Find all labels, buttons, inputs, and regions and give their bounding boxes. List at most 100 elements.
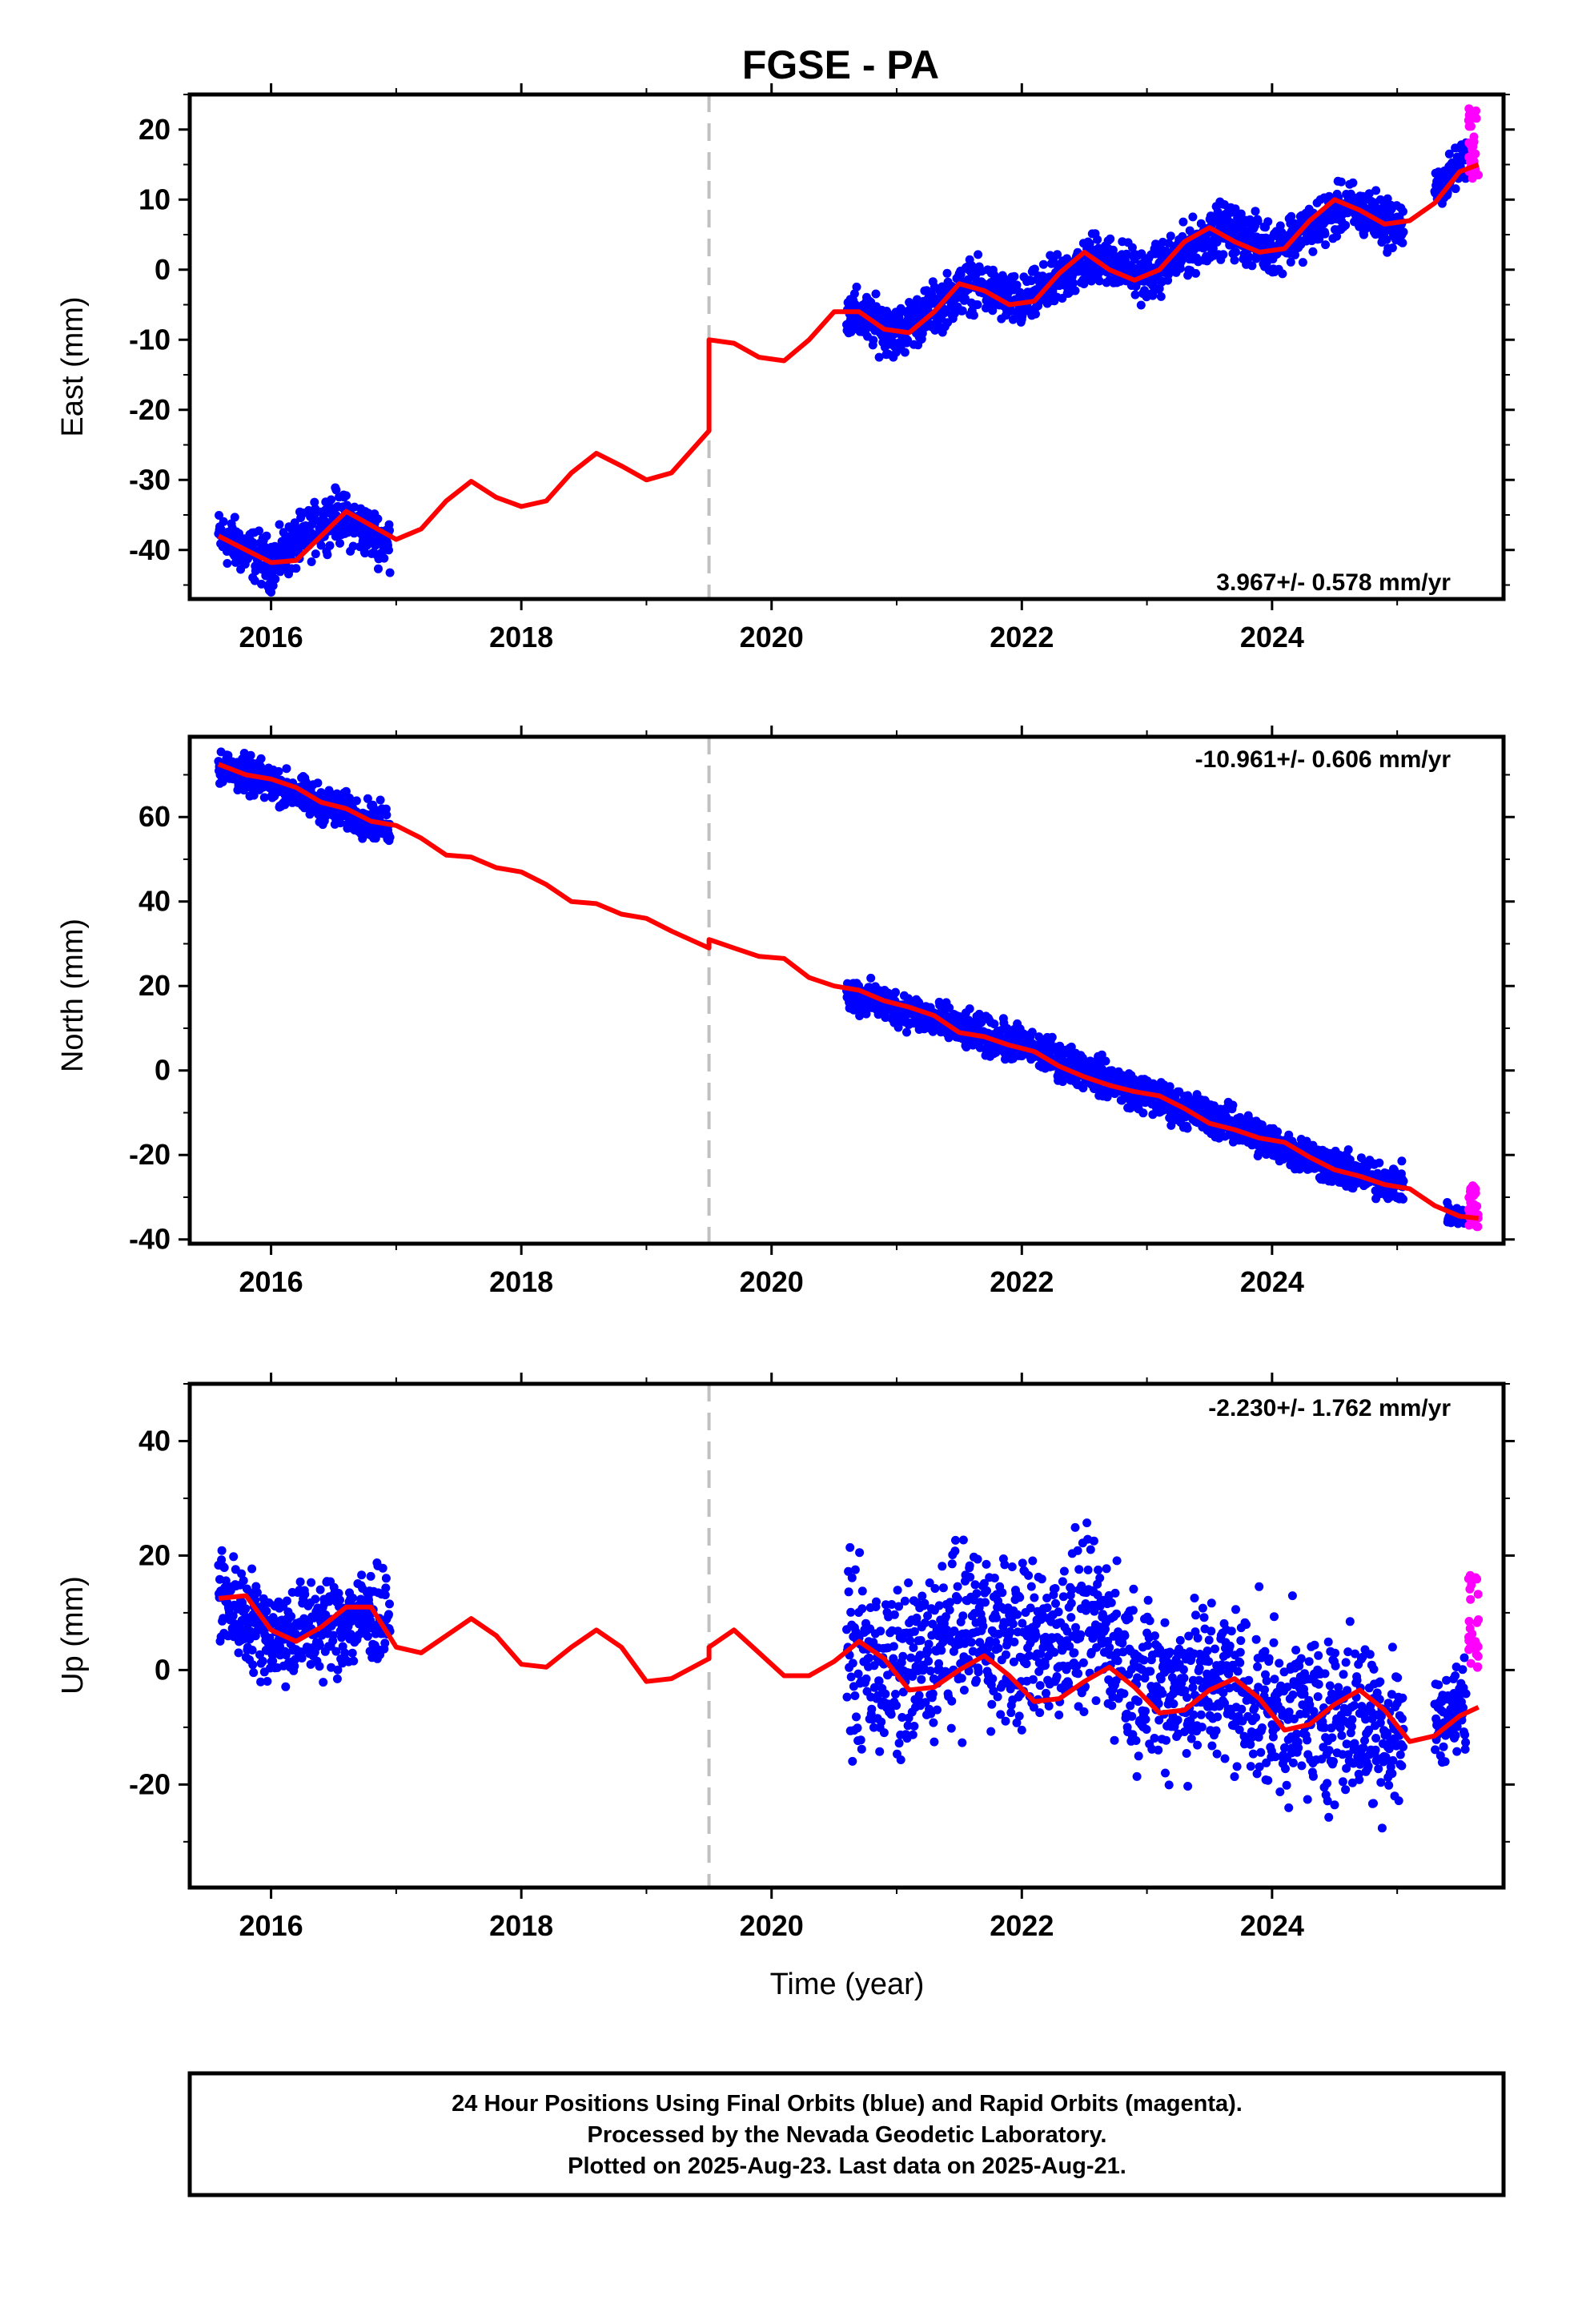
final-orbit-point bbox=[332, 1674, 342, 1683]
final-orbit-point bbox=[1112, 1609, 1122, 1618]
final-orbit-point bbox=[853, 1723, 862, 1733]
final-orbit-point bbox=[1074, 1669, 1083, 1679]
final-orbit-point bbox=[930, 1584, 940, 1593]
final-orbit-point bbox=[1000, 1560, 1010, 1570]
final-orbit-point bbox=[942, 268, 952, 278]
final-orbit-point bbox=[994, 1643, 1003, 1653]
final-orbit-point bbox=[274, 766, 283, 776]
final-orbit-point bbox=[1145, 1616, 1154, 1626]
final-orbit-point bbox=[1030, 1593, 1039, 1602]
final-orbit-point bbox=[247, 1646, 257, 1655]
final-orbit-point bbox=[1091, 1696, 1101, 1706]
final-orbit-point bbox=[249, 539, 259, 549]
final-orbit-point bbox=[323, 550, 332, 560]
final-orbit-point bbox=[234, 1648, 243, 1658]
y-tick-label: -40 bbox=[129, 533, 171, 566]
final-orbit-point bbox=[958, 1611, 968, 1621]
y-tick-label: 0 bbox=[155, 1054, 171, 1087]
final-orbit-point bbox=[1286, 257, 1295, 267]
final-orbit-point bbox=[871, 289, 881, 299]
final-orbit-point bbox=[223, 750, 233, 760]
final-orbit-point bbox=[1026, 1582, 1036, 1591]
rapid-orbit-point bbox=[1472, 1221, 1481, 1231]
final-orbit-point bbox=[319, 1678, 328, 1687]
final-orbit-point bbox=[1134, 1751, 1143, 1761]
final-orbit-point bbox=[1120, 1631, 1130, 1640]
final-orbit-point bbox=[1273, 1127, 1283, 1136]
velocity-label-north: -10.961+/- 0.606 mm/yr bbox=[1195, 746, 1452, 773]
final-orbit-point bbox=[1398, 238, 1407, 247]
final-orbit-point bbox=[300, 1590, 310, 1599]
final-orbit-point bbox=[847, 1573, 857, 1582]
final-orbit-point bbox=[1141, 1707, 1150, 1716]
rapid-orbit-point bbox=[1472, 114, 1481, 123]
final-orbit-point bbox=[239, 1576, 248, 1586]
final-orbit-point bbox=[966, 1572, 975, 1582]
final-orbit-point bbox=[255, 526, 263, 536]
final-orbit-point bbox=[866, 973, 876, 983]
final-orbit-point bbox=[1383, 194, 1392, 203]
final-orbit-point bbox=[929, 1718, 938, 1727]
final-orbit-point bbox=[1143, 1595, 1153, 1605]
final-orbit-point bbox=[970, 1580, 980, 1590]
final-orbit-point bbox=[1132, 1771, 1142, 1781]
final-orbit-point bbox=[867, 1704, 877, 1714]
velocity-label-east: 3.967+/- 0.578 mm/yr bbox=[1216, 569, 1451, 596]
final-orbit-point bbox=[229, 1552, 239, 1562]
final-orbit-point bbox=[1236, 209, 1246, 219]
final-orbit-point bbox=[993, 1692, 1002, 1702]
final-orbit-point bbox=[1068, 279, 1078, 288]
final-orbit-point bbox=[219, 1563, 229, 1572]
final-orbit-point bbox=[852, 1712, 861, 1722]
final-orbit-point bbox=[315, 1585, 325, 1594]
y-tick-label: -20 bbox=[129, 393, 171, 426]
final-orbit-point bbox=[849, 289, 859, 299]
final-orbit-point bbox=[385, 833, 395, 842]
final-orbit-point bbox=[937, 1646, 946, 1655]
final-orbit-point bbox=[1094, 276, 1104, 286]
final-orbit-point bbox=[1308, 247, 1318, 256]
y-axis-label-east: East (mm) bbox=[56, 296, 90, 436]
final-orbit-point bbox=[1343, 1145, 1353, 1155]
final-orbit-point bbox=[1143, 1641, 1153, 1651]
x-tick-label: 2016 bbox=[239, 1265, 303, 1298]
y-axis-label-up: Up (mm) bbox=[56, 1576, 90, 1695]
y-tick-label: -10 bbox=[129, 323, 171, 356]
final-orbit-point bbox=[988, 1674, 998, 1683]
final-orbit-point bbox=[256, 754, 266, 763]
final-orbit-point bbox=[1031, 1630, 1041, 1640]
final-orbit-point bbox=[1175, 263, 1185, 273]
final-orbit-point bbox=[219, 517, 228, 526]
final-orbit-point bbox=[1191, 268, 1200, 278]
final-orbit-point bbox=[965, 1561, 974, 1570]
final-orbit-point bbox=[380, 1638, 390, 1648]
final-orbit-point bbox=[1017, 1725, 1026, 1735]
final-orbit-point bbox=[1119, 1689, 1129, 1699]
chart-title: FGSE - PA bbox=[742, 42, 939, 87]
final-orbit-point bbox=[992, 1613, 1001, 1622]
final-orbit-point bbox=[281, 1682, 291, 1691]
final-orbit-point bbox=[341, 491, 351, 501]
final-orbit-point bbox=[946, 1723, 956, 1733]
final-orbit-point bbox=[1054, 1607, 1063, 1617]
final-orbit-point bbox=[230, 513, 239, 522]
final-orbit-point bbox=[1053, 250, 1062, 259]
final-orbit-point bbox=[1251, 207, 1260, 216]
final-orbit-point bbox=[1008, 1619, 1018, 1629]
final-orbit-point bbox=[1275, 221, 1285, 231]
final-orbit-point bbox=[1035, 1708, 1045, 1718]
final-orbit-point bbox=[378, 1563, 387, 1573]
final-orbit-point bbox=[384, 1610, 393, 1619]
final-orbit-point bbox=[1156, 292, 1166, 301]
final-orbit-point bbox=[973, 1554, 982, 1564]
final-orbit-point bbox=[892, 1701, 901, 1711]
final-orbit-point bbox=[1253, 216, 1263, 226]
final-orbit-point bbox=[1382, 235, 1391, 244]
final-orbit-point bbox=[1320, 229, 1330, 239]
final-orbit-point bbox=[958, 1535, 968, 1545]
final-orbit-point bbox=[893, 1586, 902, 1595]
final-orbit-point bbox=[1067, 1585, 1077, 1594]
final-orbit-point bbox=[1041, 1661, 1050, 1671]
